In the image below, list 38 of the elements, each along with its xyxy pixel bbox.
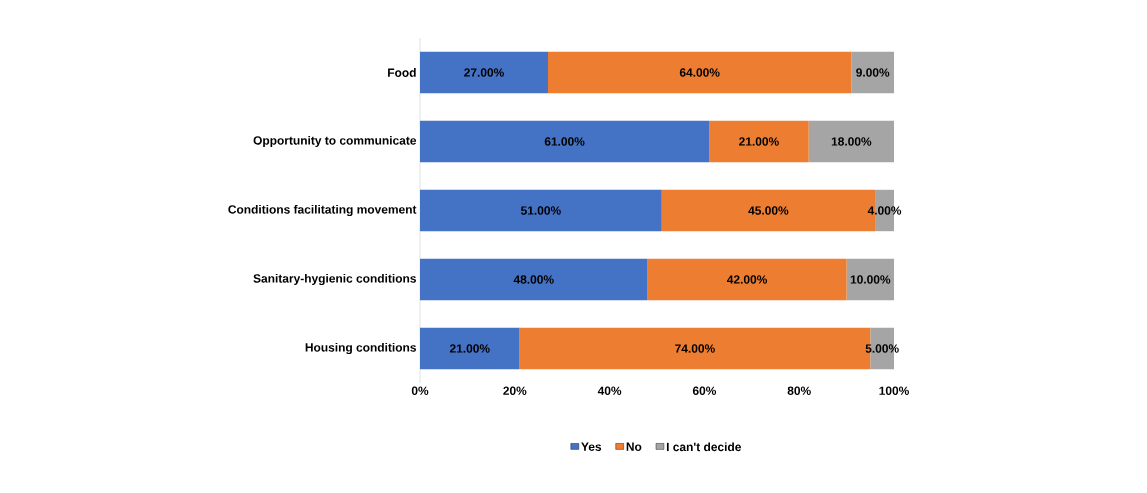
y-tick-label: Sanitary-hygienic conditions [253, 273, 416, 286]
bar [647, 258, 847, 301]
bar [851, 51, 895, 94]
bar [420, 120, 710, 163]
bar [420, 51, 548, 94]
data-label: 61.00% [544, 137, 585, 146]
bar [420, 327, 520, 370]
x-tick-label: 20% [503, 386, 527, 395]
data-label: 9.00% [856, 68, 890, 77]
x-tick-label: 80% [787, 386, 811, 395]
data-label: 10.00% [850, 275, 891, 284]
x-tick-label: 60% [692, 386, 717, 395]
legend-label: I can't decide [666, 442, 741, 452]
bar [547, 51, 852, 94]
data-label: 21.00% [449, 344, 490, 353]
data-label: 18.00% [831, 137, 872, 146]
legend-label: No [626, 442, 642, 451]
data-label: 48.00% [513, 275, 554, 284]
legend-label: Yes [581, 442, 602, 451]
bar [846, 258, 895, 301]
bar [420, 258, 648, 301]
bar [808, 120, 895, 163]
bar [709, 120, 809, 163]
y-tick-label: Food [388, 68, 416, 77]
x-tick-label: 40% [597, 386, 622, 395]
data-label: 64.00% [679, 68, 720, 77]
bar [420, 189, 662, 232]
x-tick-label: 0% [411, 386, 429, 395]
data-label: 74.00% [675, 344, 715, 353]
data-label: 51.00% [520, 206, 561, 215]
data-label: 45.00% [748, 206, 789, 215]
x-tick-label: 100% [879, 386, 909, 395]
data-label: 42.00% [726, 275, 768, 284]
y-tick-label: Conditions facilitating movement [228, 204, 417, 217]
data-label: 21.00% [739, 137, 779, 146]
data-label: 27.00% [464, 68, 504, 77]
y-tick-label: Housing conditions [305, 342, 416, 355]
y-tick-label: Opportunity to communicate [253, 135, 417, 148]
